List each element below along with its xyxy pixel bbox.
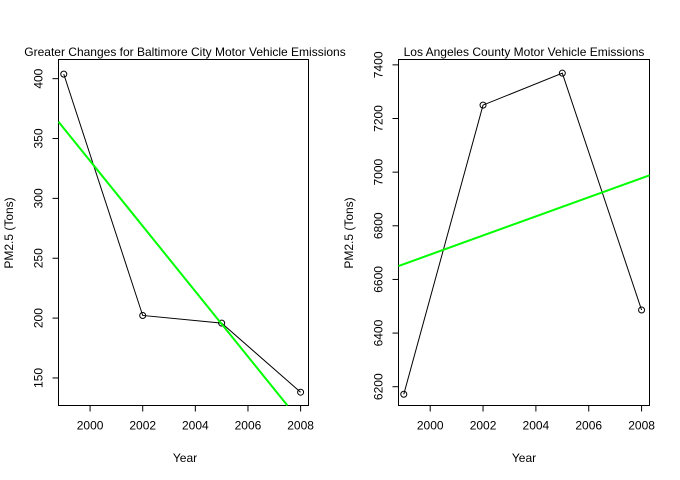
y-tick-label: 6600 [372, 266, 386, 293]
data-point [479, 101, 487, 109]
y-tick-label: 150 [32, 368, 46, 388]
x-tick-label: 2004 [523, 419, 550, 433]
plot-area [57, 70, 305, 407]
y-tick-label: 200 [32, 308, 46, 328]
y-ticks: 150 200 250 300 350 400 [32, 68, 59, 388]
y-tick-label: 7400 [372, 51, 386, 78]
panel-los-angeles: Los Angeles County Motor Vehicle Emissio… [342, 45, 655, 465]
data-point [218, 319, 226, 327]
y-tick-label: 7000 [372, 158, 386, 185]
trend-line [398, 174, 650, 267]
x-tick-label: 2002 [470, 419, 497, 433]
x-tick-label: 2004 [182, 419, 209, 433]
x-ticks: 2000 2002 2004 2006 2008 [77, 405, 314, 433]
data-point [297, 388, 305, 396]
y-axis-label: PM2.5 (Tons) [2, 197, 16, 268]
y-tick-label: 6800 [372, 212, 386, 239]
x-axis-label: Year [173, 451, 197, 465]
plot-frame [398, 59, 650, 406]
x-ticks: 2000 2002 2004 2006 2008 [417, 405, 655, 433]
y-ticks: 6200 6400 6600 6800 7000 7200 7400 [372, 51, 399, 400]
series-line [63, 73, 301, 393]
y-tick-label: 6200 [372, 373, 386, 400]
trend-line [57, 121, 289, 407]
y-tick-label: 300 [32, 188, 46, 208]
y-tick-label: 350 [32, 128, 46, 148]
panel-baltimore: Greater Changes for Baltimore City Motor… [2, 45, 346, 465]
y-tick-label: 250 [32, 248, 46, 268]
data-point [558, 69, 566, 77]
x-tick-label: 2000 [77, 419, 104, 433]
data-point [638, 306, 646, 314]
x-tick-label: 2006 [575, 419, 602, 433]
y-tick-label: 7200 [372, 105, 386, 132]
chart-title: Greater Changes for Baltimore City Motor… [24, 45, 345, 59]
x-tick-label: 2008 [287, 419, 314, 433]
y-tick-label: 6400 [372, 319, 386, 346]
plot-area [398, 69, 650, 398]
data-point [400, 390, 408, 398]
x-tick-label: 2008 [628, 419, 655, 433]
x-tick-label: 2006 [235, 419, 262, 433]
data-point [60, 70, 68, 78]
x-axis-label: Year [512, 451, 536, 465]
x-tick-label: 2000 [417, 419, 444, 433]
y-tick-label: 400 [32, 68, 46, 88]
data-point [139, 311, 147, 319]
chart-title: Los Angeles County Motor Vehicle Emissio… [404, 45, 645, 59]
y-axis-label: PM2.5 (Tons) [342, 197, 356, 268]
x-tick-label: 2002 [129, 419, 156, 433]
series-line [403, 72, 643, 395]
plot-frame [58, 59, 309, 406]
